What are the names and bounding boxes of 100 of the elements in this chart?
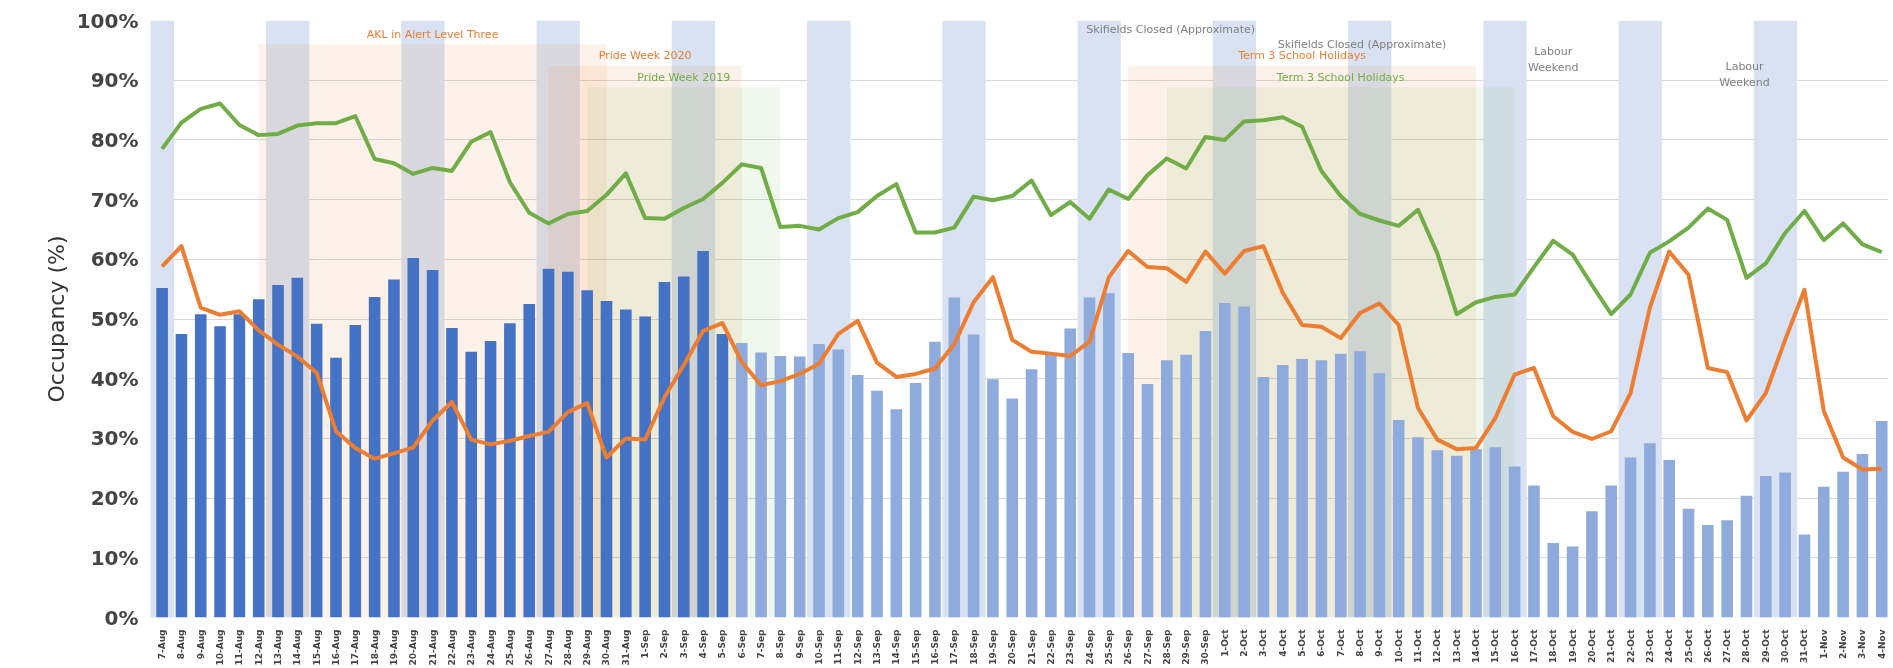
- x-tick-label: 21-Sep: [1026, 628, 1037, 665]
- x-tick-label: 28-Oct: [1741, 628, 1752, 664]
- x-tick-label: 18-Aug: [369, 629, 380, 666]
- x-tick-label: 6-Oct: [1316, 628, 1327, 657]
- y-tick-label: 10%: [90, 545, 139, 570]
- x-tick-label: 3-Nov: [1857, 629, 1868, 660]
- x-tick-label: 24-Aug: [485, 629, 496, 666]
- x-tick-label: 1-Nov: [1818, 629, 1829, 660]
- x-tick-label: 25-Sep: [1103, 628, 1114, 665]
- x-tick-label: 23-Aug: [466, 629, 477, 666]
- y-tick-label: 60%: [90, 247, 139, 272]
- x-tick-label: 11-Aug: [234, 629, 245, 666]
- x-tick-label: 1-Sep: [640, 628, 651, 659]
- bar: [987, 379, 999, 618]
- line-series: [160, 244, 1884, 472]
- bar: [735, 342, 748, 618]
- bar: [1856, 453, 1869, 618]
- x-tick-label: 8-Sep: [775, 628, 786, 659]
- bar: [1141, 384, 1154, 618]
- bar: [1045, 354, 1057, 618]
- x-tick-label: 26-Oct: [1702, 628, 1713, 664]
- bar: [620, 309, 632, 618]
- bar: [832, 349, 845, 618]
- bar: [581, 290, 593, 618]
- annotation: Skifields Closed (Approximate): [1086, 22, 1256, 36]
- bar: [600, 301, 613, 618]
- x-tick-label: 27-Oct: [1722, 628, 1733, 664]
- y-tick-label: 70%: [90, 187, 139, 212]
- bar: [1566, 546, 1579, 618]
- y-axis-title: Occupancy (%): [43, 235, 69, 403]
- bar: [194, 314, 207, 618]
- x-tick-label: 12-Sep: [852, 628, 863, 665]
- x-tick-label: 21-Oct: [1606, 628, 1617, 664]
- bar: [793, 356, 806, 618]
- bar: [1508, 466, 1521, 618]
- x-tick-label: 2-Sep: [659, 628, 670, 659]
- bar: [1760, 476, 1772, 618]
- bar: [330, 357, 342, 618]
- x-tick-label: 9-Oct: [1374, 628, 1385, 657]
- x-tick-label: 25-Aug: [504, 629, 515, 666]
- bar: [291, 277, 304, 618]
- x-tick-label: 9-Aug: [195, 629, 206, 660]
- band-label: Term 3 School Holidays: [1275, 70, 1405, 84]
- x-tick-label: 21-Aug: [427, 629, 438, 666]
- bar: [1624, 457, 1637, 618]
- x-tick-label: 15-Aug: [311, 629, 322, 666]
- x-tick-label: 20-Aug: [408, 629, 419, 666]
- x-tick-label: 7-Oct: [1335, 628, 1346, 657]
- bar: [214, 326, 226, 618]
- x-tick-label: 2-Nov: [1838, 629, 1849, 660]
- bar: [1547, 542, 1560, 618]
- x-tick-label: 5-Oct: [1297, 628, 1308, 657]
- bar: [388, 279, 400, 618]
- bar: [871, 390, 883, 618]
- bar: [639, 316, 651, 618]
- bar: [1740, 495, 1753, 618]
- bar: [755, 352, 767, 618]
- bar: [1586, 511, 1598, 618]
- x-tick-label: 10-Sep: [814, 628, 825, 665]
- x-tick-label: 17-Aug: [350, 629, 361, 666]
- x-tick-label: 29-Sep: [1181, 628, 1192, 665]
- annotation: Labour Weekend: [1719, 59, 1770, 89]
- bar: [310, 323, 323, 618]
- y-tick-label: 80%: [90, 127, 139, 152]
- x-tick-label: 27-Aug: [543, 629, 554, 666]
- bar: [368, 296, 381, 618]
- bar: [1470, 449, 1482, 618]
- bar: [1528, 485, 1540, 618]
- x-tick-label: 31-Oct: [1799, 628, 1810, 664]
- bar: [1702, 524, 1714, 618]
- bar: [562, 271, 574, 618]
- x-tick-label: 19-Aug: [388, 629, 399, 666]
- band-label: AKL in Alert Level Three: [366, 27, 499, 41]
- x-tick-label: 18-Oct: [1548, 628, 1559, 664]
- bar: [677, 276, 690, 618]
- x-tick-label: 26-Sep: [1123, 628, 1134, 665]
- bar: [890, 409, 903, 618]
- x-tick-label: 30-Oct: [1780, 628, 1791, 664]
- x-tick-label: 17-Sep: [949, 628, 960, 665]
- x-tick-label: 19-Oct: [1567, 628, 1578, 664]
- y-tick-label: 50%: [90, 307, 139, 331]
- line-series: [160, 101, 1884, 317]
- y-tick-label: 90%: [90, 68, 139, 93]
- x-tick-label: 11-Oct: [1413, 628, 1424, 664]
- bar: [1257, 376, 1270, 618]
- bar: [1721, 520, 1733, 618]
- bar: [1238, 306, 1250, 618]
- bar: [813, 344, 825, 618]
- bar: [542, 268, 555, 618]
- x-tick-label: 17-Oct: [1528, 628, 1539, 664]
- bar: [1392, 419, 1405, 618]
- x-tick-label: 6-Sep: [736, 628, 747, 659]
- annotation: Skifields Closed (Approximate): [1277, 37, 1447, 51]
- x-tick-label: 7-Sep: [756, 628, 767, 659]
- bar: [1122, 353, 1134, 618]
- bar: [909, 382, 922, 618]
- x-tick-label: 12-Oct: [1432, 628, 1443, 664]
- x-tick-label: 10-Aug: [215, 629, 226, 666]
- bar: [1161, 360, 1173, 618]
- x-tick-label: 23-Oct: [1644, 628, 1655, 664]
